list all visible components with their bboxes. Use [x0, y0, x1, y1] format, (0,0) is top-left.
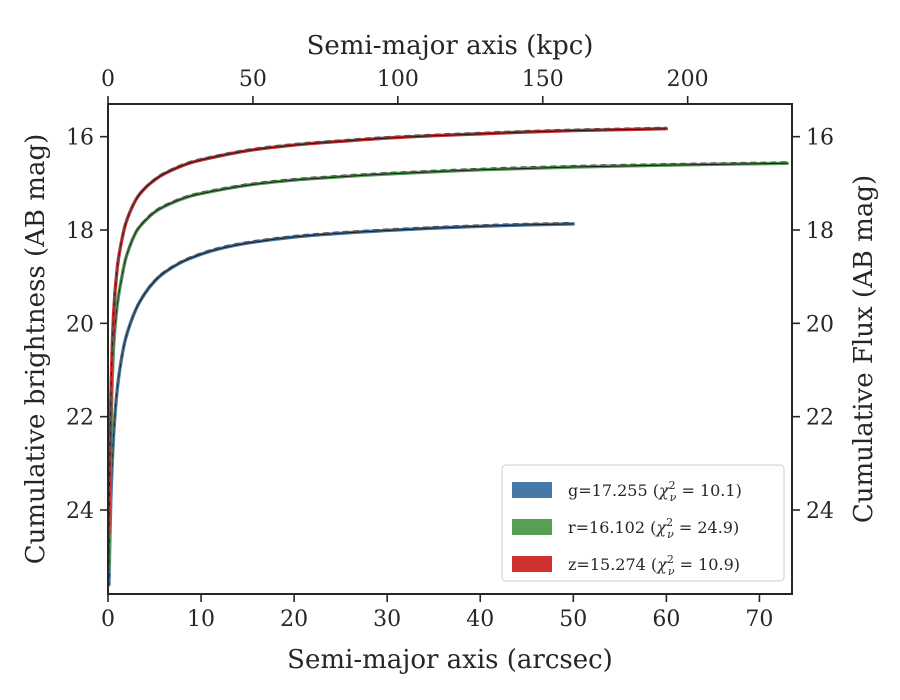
y-tick-label: 22: [66, 406, 94, 431]
x-tick-label: 30: [373, 607, 401, 632]
x-top-tick-label: 0: [101, 67, 115, 92]
legend-label-1: r=16.102 (χ2 ν = 24.9): [568, 516, 739, 541]
y-right-tick-label: 16: [806, 126, 834, 151]
legend-swatch-1: [512, 519, 552, 535]
plot-frame: [107, 103, 793, 595]
x-tick-label: 0: [101, 607, 115, 632]
series-dashed-line-2: [108, 126, 667, 532]
x-axis-top-title: Semi-major axis (kpc): [307, 31, 594, 61]
legend-swatch-2: [512, 556, 552, 572]
x-tick-label: 10: [187, 607, 215, 632]
x-top-tick-label: 150: [522, 67, 564, 92]
y-tick-label: 16: [66, 126, 94, 151]
legend-box: [501, 464, 785, 582]
x-tick-label: 20: [280, 607, 308, 632]
ticks-layer: 0 10 20 30 40 50 60 70 0 50 100 150 200 16 16 18 18 20 20 2…: [66, 67, 834, 632]
x-top-tick-label: 200: [667, 67, 709, 92]
y-right-tick-label: 18: [806, 219, 834, 244]
y-tick-label: 20: [66, 312, 94, 337]
x-axis-title: Semi-major axis (arcsec): [287, 645, 613, 675]
x-tick-label: 70: [745, 607, 773, 632]
legend-swatch-0: [512, 482, 552, 498]
x-tick-label: 40: [466, 607, 494, 632]
x-top-tick-label: 100: [377, 67, 419, 92]
series-dashed-line-0: [108, 221, 574, 584]
y-tick-label: 24: [66, 499, 94, 524]
x-tick-label: 60: [652, 607, 680, 632]
y-right-tick-label: 22: [806, 406, 834, 431]
y-axis-right-title: Cumulative Flux (AB mag): [849, 175, 879, 523]
series-layer: [108, 126, 790, 587]
y-tick-label: 18: [66, 219, 94, 244]
x-tick-label: 50: [559, 607, 587, 632]
legend: g=17.255 (χ2 ν = 10.1) r=16.102 (χ2 ν = 24.…: [501, 464, 785, 582]
y-axis-title: Cumulative brightness (AB mag): [21, 134, 51, 565]
legend-label-0: g=17.255 (χ2 ν = 10.1): [568, 479, 742, 504]
y-right-tick-label: 24: [806, 499, 834, 524]
legend-label-2: z=15.274 (χ2 ν = 10.9): [568, 553, 740, 578]
x-top-tick-label: 50: [239, 67, 267, 92]
y-right-tick-label: 20: [806, 312, 834, 337]
